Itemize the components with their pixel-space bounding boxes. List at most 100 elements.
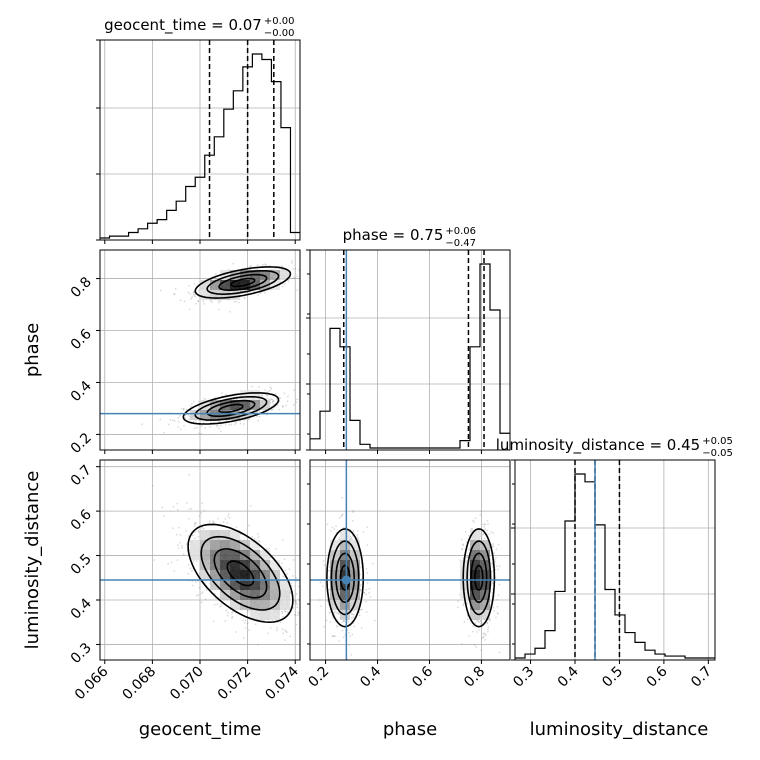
sample-point (342, 620, 345, 622)
sample-point (491, 563, 494, 565)
sample-point (183, 408, 185, 411)
sample-point (284, 569, 286, 571)
sample-point (239, 420, 241, 422)
sample-point (250, 505, 252, 507)
density-cell (230, 290, 240, 300)
sample-point (203, 397, 205, 400)
sample-point (276, 627, 279, 629)
sample-point (190, 298, 192, 300)
sample-point (198, 572, 201, 575)
sample-point (461, 643, 463, 645)
density-cell (230, 580, 240, 590)
sample-point (295, 577, 297, 579)
sample-point (257, 419, 259, 422)
sample-point (201, 502, 203, 504)
density-cell (250, 590, 260, 600)
density-cell (220, 540, 230, 550)
sample-point (200, 512, 202, 514)
sample-point (187, 535, 190, 537)
sample-point (257, 643, 259, 646)
sample-point (189, 567, 192, 569)
sample-point (357, 538, 359, 540)
sample-point (486, 622, 488, 624)
sample-point (210, 421, 212, 423)
sample-point (271, 398, 273, 401)
sample-point (489, 620, 491, 622)
sample-point (197, 594, 199, 596)
sample-point (296, 275, 298, 277)
sample-point (227, 268, 230, 271)
sample-point (195, 581, 197, 583)
sample-point (264, 263, 266, 265)
sample-point (242, 619, 244, 622)
sample-point (480, 537, 483, 539)
density-cell (220, 280, 230, 290)
density-cell (210, 570, 220, 580)
density-cell (210, 280, 220, 290)
sample-point (224, 620, 226, 622)
sample-point (250, 414, 252, 417)
sample-point (359, 589, 361, 591)
title-main: geocent_time = 0.07 (104, 16, 262, 35)
title-upper-error: +0.05 (702, 436, 733, 447)
sample-point (329, 569, 331, 571)
sample-point (341, 629, 343, 632)
sample-point (269, 265, 271, 267)
sample-point (279, 280, 281, 283)
sample-point (167, 563, 169, 565)
density-cell (230, 540, 240, 550)
density-cell (350, 590, 360, 600)
sample-point (184, 414, 187, 416)
sample-point (270, 408, 273, 410)
sample-point (188, 308, 191, 311)
sample-point (282, 406, 284, 408)
sample-point (498, 651, 501, 654)
sample-point (348, 632, 350, 634)
contour-line (213, 548, 268, 599)
density-cell (280, 600, 290, 610)
sample-point (497, 613, 499, 615)
sample-point (293, 389, 295, 391)
panel-content (100, 260, 300, 435)
sample-point (332, 617, 334, 619)
sample-point (352, 616, 355, 618)
sample-point (257, 536, 260, 538)
sample-point (482, 523, 484, 525)
sample-point (177, 544, 179, 546)
sample-point (262, 264, 264, 266)
sample-point (203, 422, 205, 424)
density-cell (260, 570, 270, 580)
sample-point (338, 537, 340, 539)
sample-point (176, 503, 178, 505)
sample-point (212, 620, 215, 622)
sample-point (204, 598, 207, 600)
sample-point (369, 596, 372, 598)
contour-line (462, 528, 496, 628)
sample-point (359, 585, 361, 587)
sample-point (283, 558, 286, 560)
sample-point (461, 548, 463, 550)
sample-point (497, 568, 499, 571)
sample-point (485, 634, 487, 636)
sample-point (361, 608, 363, 611)
sample-point (266, 414, 268, 416)
sample-point (177, 509, 179, 511)
sample-point (239, 533, 242, 535)
sample-point (360, 562, 363, 565)
sample-point (269, 386, 272, 388)
sample-point (495, 557, 497, 559)
density-cell (340, 580, 350, 590)
sample-point (188, 549, 190, 551)
sample-point (243, 423, 245, 425)
sample-point (368, 588, 371, 590)
sample-point (352, 510, 354, 512)
contour-line (218, 403, 244, 414)
sample-point (362, 531, 365, 533)
density-cell (230, 590, 240, 600)
density-cell (330, 590, 340, 600)
contour-line (218, 273, 268, 292)
sample-point (296, 289, 298, 291)
density-cell (200, 290, 210, 300)
sample-point (480, 510, 482, 513)
sample-point (339, 517, 341, 519)
